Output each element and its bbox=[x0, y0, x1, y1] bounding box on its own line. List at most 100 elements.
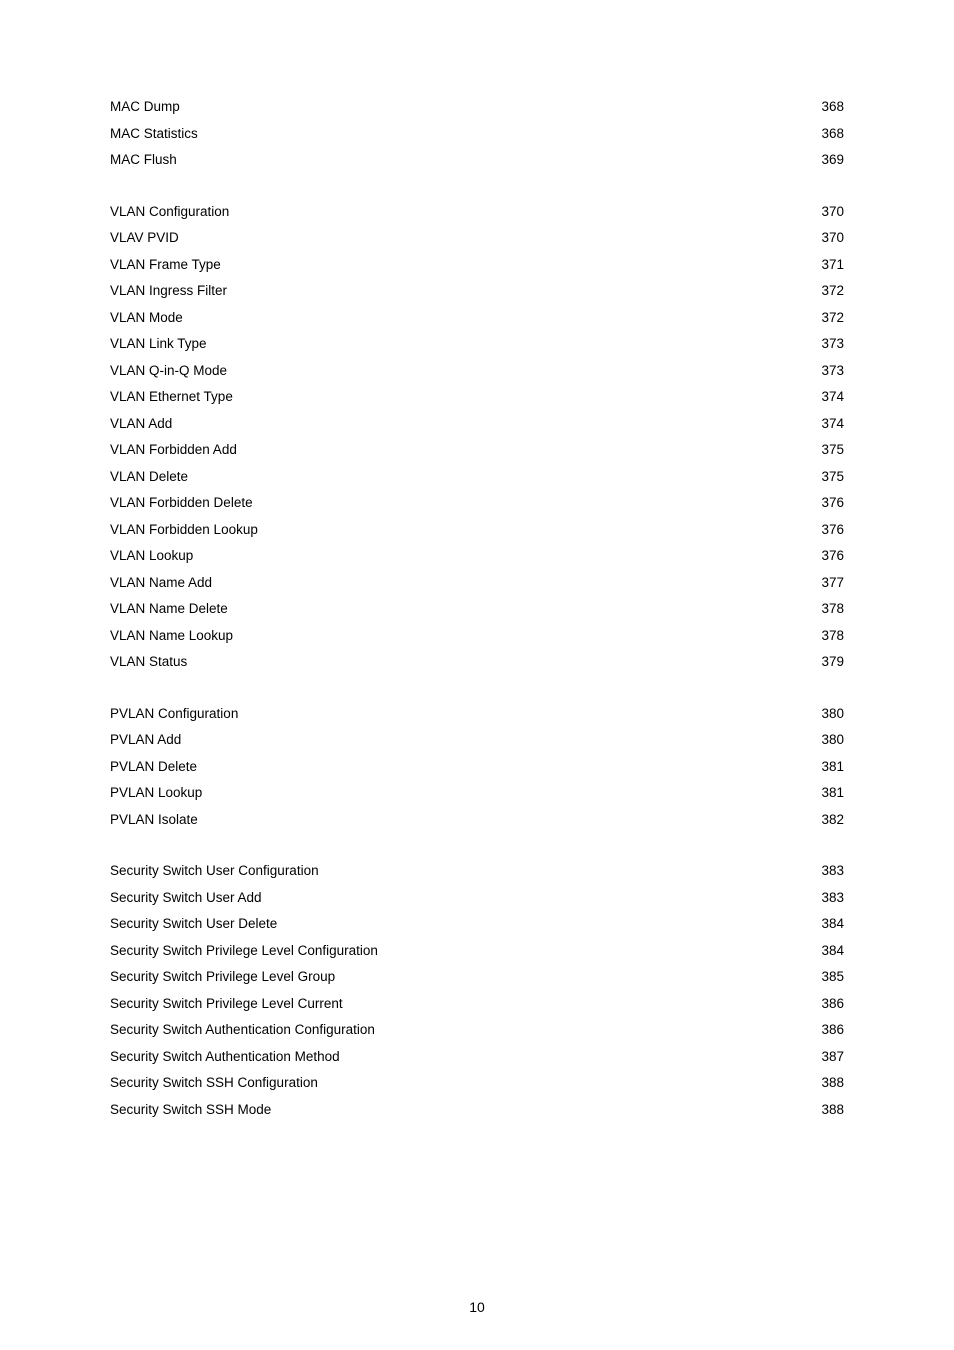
toc-entry-page: 371 bbox=[821, 258, 844, 272]
toc-entry-page: 376 bbox=[821, 496, 844, 510]
toc-entry: Security Switch Privilege Level Configur… bbox=[110, 944, 844, 958]
toc-entry: VLAN Name Delete 378 bbox=[110, 602, 844, 616]
toc-entry-label: MAC Flush bbox=[110, 153, 177, 167]
toc-entry: Security Switch Privilege Level Current3… bbox=[110, 997, 844, 1011]
toc-entry: Security Switch SSH Configuration 388 bbox=[110, 1076, 844, 1090]
toc-entry-page: 384 bbox=[821, 944, 844, 958]
toc-entry: VLAN Name Lookup 378 bbox=[110, 629, 844, 643]
toc-entry-page: 380 bbox=[821, 733, 844, 747]
toc-entry-label: Security Switch SSH Configuration bbox=[110, 1076, 318, 1090]
toc-entry-label: VLAN Ethernet Type bbox=[110, 390, 233, 404]
toc-entry-page: 379 bbox=[821, 655, 844, 669]
toc-entry: VLAN Lookup 376 bbox=[110, 549, 844, 563]
toc-entry: Security Switch SSH Mode388 bbox=[110, 1103, 844, 1117]
toc-entry: PVLAN Delete 381 bbox=[110, 760, 844, 774]
toc-entry: VLAN Add 374 bbox=[110, 417, 844, 431]
toc-entry-page: 380 bbox=[821, 707, 844, 721]
toc-entry-label: VLAV PVID bbox=[110, 231, 179, 245]
toc-entry: MAC Flush 369 bbox=[110, 153, 844, 167]
toc-entry-label: Security Switch Privilege Level Current bbox=[110, 997, 343, 1011]
toc-entry-page: 368 bbox=[821, 127, 844, 141]
toc-entry: PVLAN Isolate 382 bbox=[110, 813, 844, 827]
toc-entry-label: Security Switch Privilege Level Configur… bbox=[110, 944, 378, 958]
toc-entry-page: 369 bbox=[821, 153, 844, 167]
toc-entry: VLAN Link Type373 bbox=[110, 337, 844, 351]
toc-entry-label: PVLAN Add bbox=[110, 733, 181, 747]
toc-entry: Security Switch User Configuration 383 bbox=[110, 864, 844, 878]
toc-entry: MAC Dump 368 bbox=[110, 100, 844, 114]
toc-entry: VLAV PVID 370 bbox=[110, 231, 844, 245]
toc-section: VLAN Configuration 370 VLAV PVID 370 VLAN Fr… bbox=[110, 205, 844, 669]
toc-entry-label: VLAN Delete bbox=[110, 470, 188, 484]
toc-entry-page: 388 bbox=[821, 1076, 844, 1090]
toc-entry-label: VLAN Mode bbox=[110, 311, 183, 325]
toc-entry-page: 370 bbox=[821, 205, 844, 219]
toc-entry-page: 376 bbox=[821, 523, 844, 537]
toc-entry-label: VLAN Status bbox=[110, 655, 187, 669]
table-of-contents: MAC Dump368MAC Statistics 368MAC Flush36… bbox=[110, 100, 844, 1116]
toc-entry-page: 381 bbox=[821, 786, 844, 800]
toc-entry-label: VLAN Add bbox=[110, 417, 172, 431]
toc-entry-label: PVLAN Isolate bbox=[110, 813, 198, 827]
toc-entry-label: VLAN Forbidden Lookup bbox=[110, 523, 258, 537]
toc-entry: Security Switch Authentication Configura… bbox=[110, 1023, 844, 1037]
toc-entry-label: Security Switch User Add bbox=[110, 891, 262, 905]
toc-entry-page: 368 bbox=[821, 100, 844, 114]
toc-entry-page: 385 bbox=[821, 970, 844, 984]
toc-entry-label: VLAN Configuration bbox=[110, 205, 229, 219]
toc-entry: Security Switch User Add 383 bbox=[110, 891, 844, 905]
toc-entry: VLAN Forbidden Lookup 376 bbox=[110, 523, 844, 537]
toc-entry: VLAN Status 379 bbox=[110, 655, 844, 669]
toc-entry: VLAN Q-in-Q Mode 373 bbox=[110, 364, 844, 378]
toc-entry-page: 384 bbox=[821, 917, 844, 931]
toc-entry-page: 378 bbox=[821, 602, 844, 616]
toc-entry-page: 372 bbox=[821, 311, 844, 325]
toc-entry-label: VLAN Q-in-Q Mode bbox=[110, 364, 227, 378]
toc-entry-label: VLAN Forbidden Delete bbox=[110, 496, 253, 510]
toc-entry-page: 373 bbox=[821, 337, 844, 351]
toc-entry: VLAN Ethernet Type 374 bbox=[110, 390, 844, 404]
toc-entry: MAC Statistics 368 bbox=[110, 127, 844, 141]
toc-entry: PVLAN Lookup 381 bbox=[110, 786, 844, 800]
toc-entry-page: 387 bbox=[821, 1050, 844, 1064]
toc-entry-label: VLAN Name Lookup bbox=[110, 629, 233, 643]
page: MAC Dump368MAC Statistics 368MAC Flush36… bbox=[0, 0, 954, 1350]
toc-entry-page: 382 bbox=[821, 813, 844, 827]
page-number: 10 bbox=[0, 1299, 954, 1315]
toc-entry: VLAN Forbidden Add375 bbox=[110, 443, 844, 457]
toc-entry-page: 374 bbox=[821, 390, 844, 404]
toc-section: Security Switch User Configuration 383Se… bbox=[110, 864, 844, 1116]
toc-entry-page: 378 bbox=[821, 629, 844, 643]
toc-entry-label: Security Switch Authentication Method bbox=[110, 1050, 340, 1064]
toc-entry-label: PVLAN Lookup bbox=[110, 786, 202, 800]
toc-entry-label: Security Switch Privilege Level Group bbox=[110, 970, 335, 984]
toc-entry-label: Security Switch User Configuration bbox=[110, 864, 319, 878]
toc-entry-label: MAC Statistics bbox=[110, 127, 198, 141]
toc-entry-page: 386 bbox=[821, 1023, 844, 1037]
toc-entry-label: VLAN Lookup bbox=[110, 549, 193, 563]
toc-entry-page: 388 bbox=[821, 1103, 844, 1117]
toc-entry-page: 370 bbox=[821, 231, 844, 245]
toc-entry-page: 377 bbox=[821, 576, 844, 590]
toc-entry-label: MAC Dump bbox=[110, 100, 180, 114]
toc-entry-label: Security Switch Authentication Configura… bbox=[110, 1023, 375, 1037]
toc-entry-label: VLAN Ingress Filter bbox=[110, 284, 227, 298]
toc-entry-page: 381 bbox=[821, 760, 844, 774]
toc-entry-page: 383 bbox=[821, 864, 844, 878]
toc-entry: VLAN Frame Type 371 bbox=[110, 258, 844, 272]
toc-entry-page: 372 bbox=[821, 284, 844, 298]
toc-entry: Security Switch User Delete 384 bbox=[110, 917, 844, 931]
toc-entry-label: VLAN Frame Type bbox=[110, 258, 221, 272]
toc-entry-page: 375 bbox=[821, 470, 844, 484]
toc-entry: VLAN Mode 372 bbox=[110, 311, 844, 325]
toc-entry-label: VLAN Forbidden Add bbox=[110, 443, 237, 457]
toc-entry: VLAN Configuration 370 bbox=[110, 205, 844, 219]
toc-entry-page: 383 bbox=[821, 891, 844, 905]
toc-entry-page: 376 bbox=[821, 549, 844, 563]
toc-entry-label: VLAN Name Add bbox=[110, 576, 212, 590]
toc-entry-label: PVLAN Configuration bbox=[110, 707, 238, 721]
toc-entry-page: 374 bbox=[821, 417, 844, 431]
toc-entry-page: 373 bbox=[821, 364, 844, 378]
toc-entry-label: Security Switch User Delete bbox=[110, 917, 277, 931]
toc-entry: Security Switch Authentication Method 38… bbox=[110, 1050, 844, 1064]
